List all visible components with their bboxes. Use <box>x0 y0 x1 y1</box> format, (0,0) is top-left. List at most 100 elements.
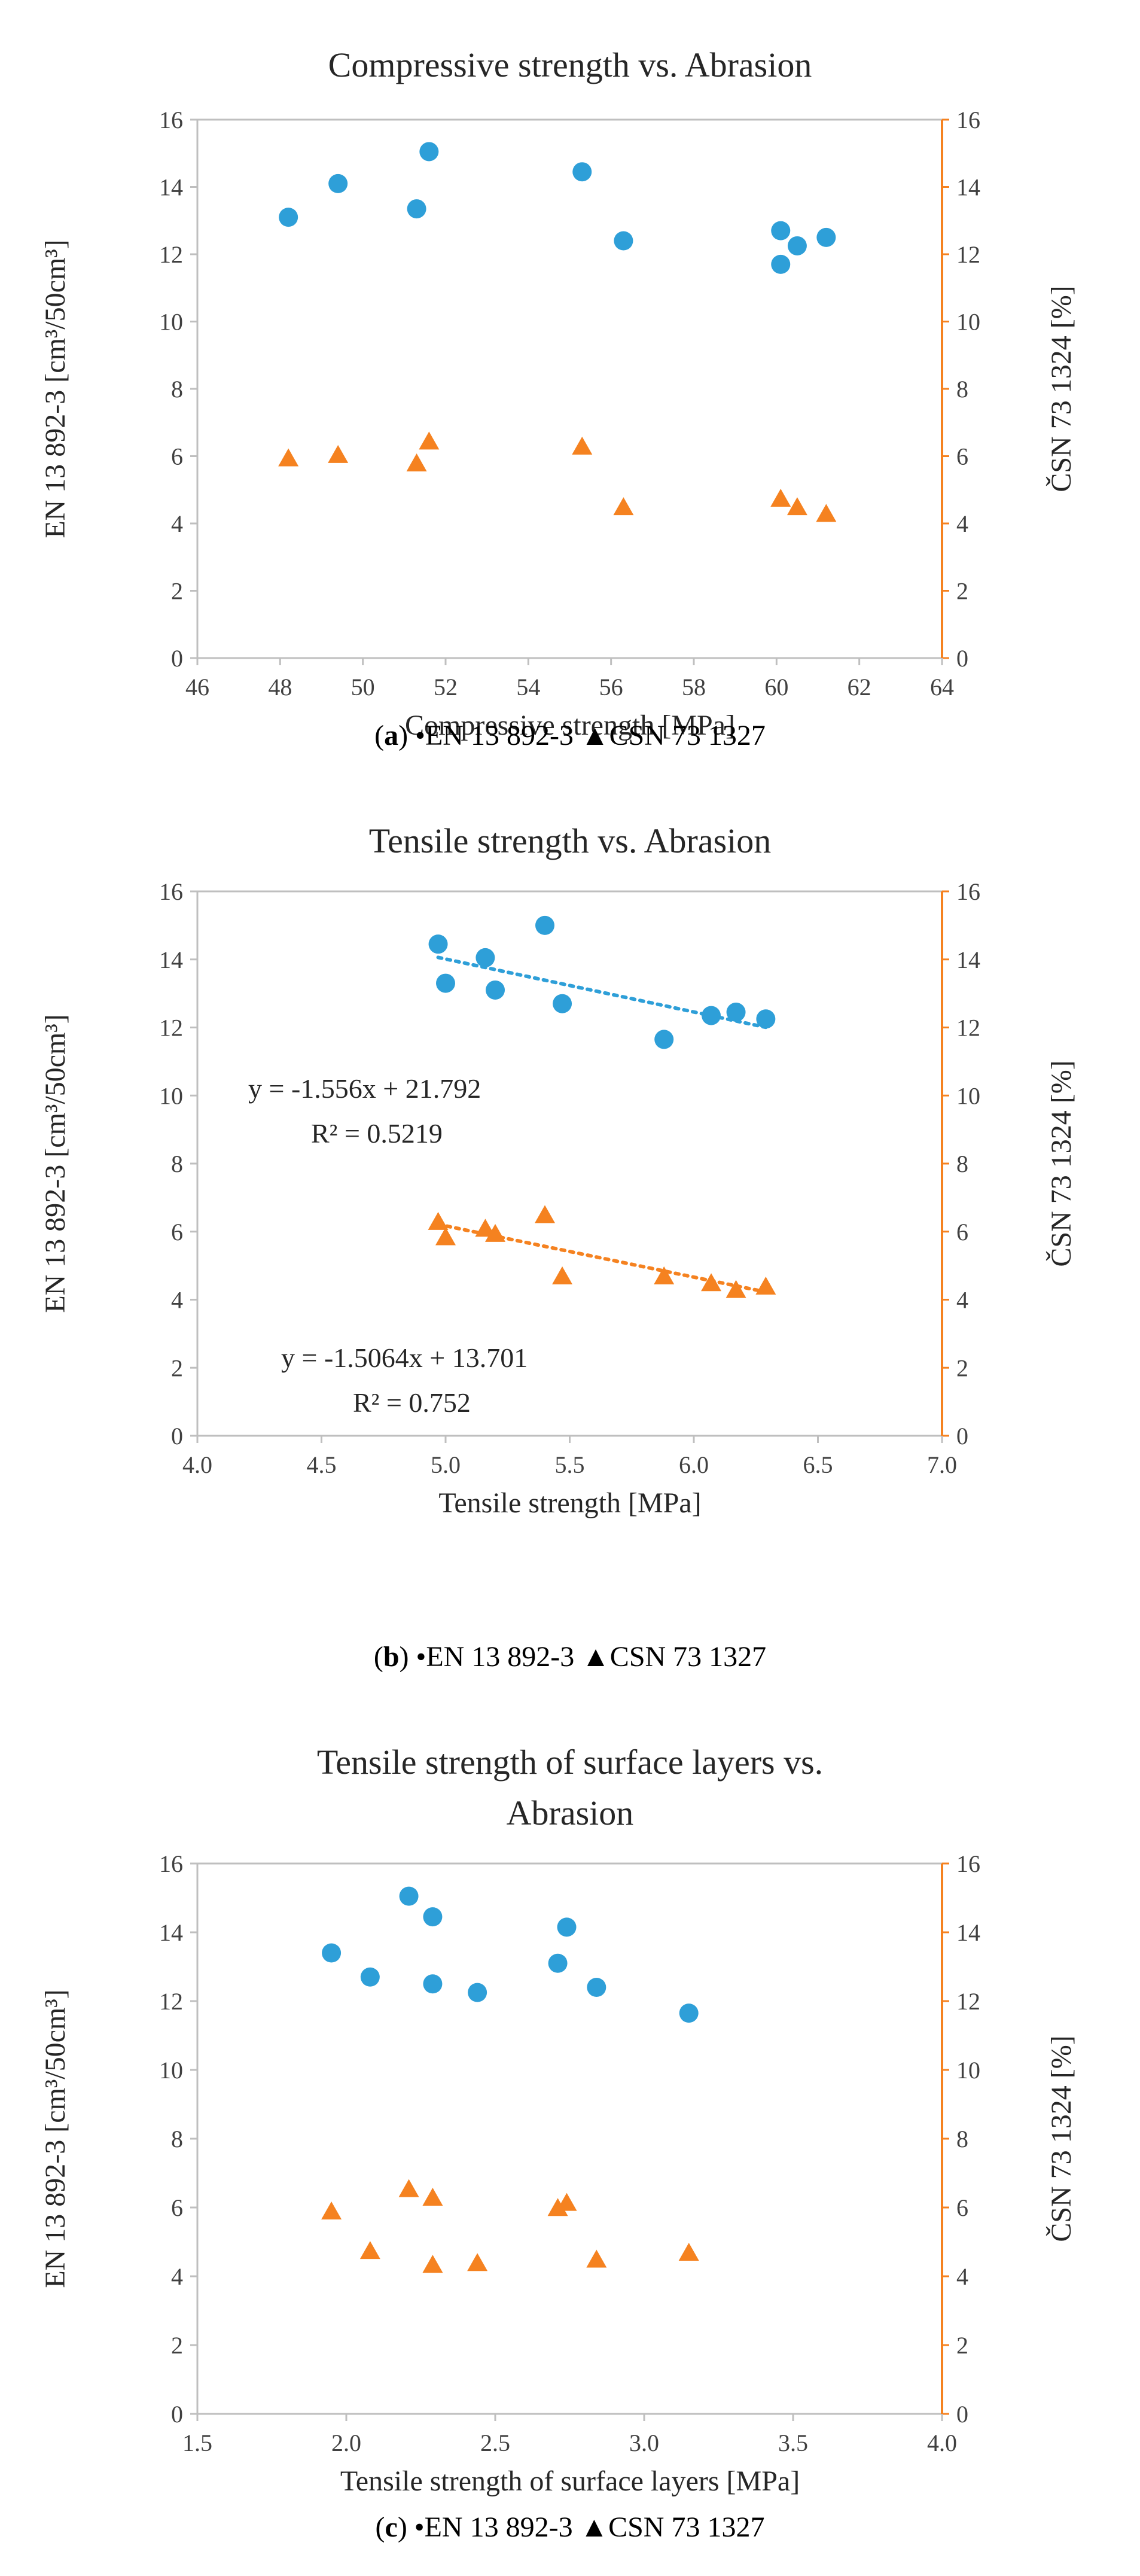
data-point-circle <box>756 1009 776 1029</box>
data-point-triangle <box>467 2253 488 2271</box>
left-tick-label: 16 <box>159 1850 183 1877</box>
left-tick-label: 12 <box>159 1988 183 2015</box>
data-point-circle <box>614 231 633 251</box>
data-point-triangle <box>485 1223 505 1242</box>
left-tick-label: 6 <box>171 1219 183 1246</box>
x-axis-label: Tensile strength of surface layers [MPa] <box>340 2465 800 2497</box>
data-point-triangle <box>398 2179 419 2197</box>
data-point-triangle <box>726 1280 746 1298</box>
y-axis-label-left: EN 13 892-3 [cm³/50cm³] <box>39 1989 71 2288</box>
chart-panel-c: Tensile strength of surface layers vs. Ab… <box>39 1743 1077 2543</box>
caption-close: ) <box>398 2511 407 2543</box>
chart-title: Abrasion <box>507 1794 634 1832</box>
x-tick-label: 46 <box>185 674 209 701</box>
data-point-circle <box>436 973 455 993</box>
x-tick-label: 2.0 <box>331 2429 361 2456</box>
left-tick-label: 4 <box>171 1287 183 1314</box>
caption-close: ) <box>398 720 408 751</box>
trendline-r-squared: R² = 0.752 <box>353 1387 471 1418</box>
right-tick-label: 8 <box>956 376 968 403</box>
data-point-circle <box>816 227 836 247</box>
data-point-circle <box>428 934 448 954</box>
data-point-circle <box>399 1886 419 1906</box>
x-tick-label: 4.5 <box>307 1451 337 1478</box>
data-point-circle <box>279 208 298 227</box>
chart-title: Compressive strength vs. Abrasion <box>328 45 812 84</box>
trendline-r-squared: R² = 0.5219 <box>311 1118 443 1149</box>
data-point-circle <box>702 1006 721 1025</box>
y-axis-label-right: ČSN 73 1324 [%] <box>1045 2035 1077 2242</box>
left-tick-label: 6 <box>171 443 183 470</box>
data-point-circle <box>486 980 505 1000</box>
left-tick-label: 10 <box>159 1082 183 1109</box>
left-tick-label: 14 <box>159 174 183 201</box>
right-tick-label: 16 <box>956 878 980 905</box>
data-point-circle <box>654 1030 674 1049</box>
left-tick-label: 0 <box>171 1423 183 1450</box>
left-tick-label: 12 <box>159 1015 183 1042</box>
data-point-circle <box>548 1953 568 1973</box>
left-tick-label: 14 <box>159 946 183 973</box>
data-point-circle <box>587 1978 606 1997</box>
x-tick-label: 60 <box>764 674 788 701</box>
x-tick-label: 4.0 <box>182 1451 212 1478</box>
left-tick-label: 8 <box>171 376 183 403</box>
data-point-triangle <box>419 431 440 450</box>
right-tick-label: 0 <box>956 2401 968 2428</box>
right-tick-label: 4 <box>956 1287 968 1314</box>
y-axis-label-right: ČSN 73 1324 [%] <box>1045 285 1077 492</box>
chart-title: Tensile strength of surface layers vs. <box>317 1743 823 1782</box>
left-tick-label: 2 <box>171 1354 183 1381</box>
chart-caption: (b) •EN 13 892-3 ▲CSN 73 1327 <box>374 1641 766 1673</box>
caption-series1: EN 13 892-3 <box>425 2511 573 2543</box>
left-tick-label: 10 <box>159 2057 183 2084</box>
left-tick-label: 0 <box>171 2401 183 2428</box>
right-tick-label: 12 <box>956 1015 980 1042</box>
data-point-circle <box>407 199 426 219</box>
data-point-triangle <box>586 2249 607 2268</box>
x-tick-label: 4.0 <box>927 2429 957 2456</box>
data-point-triangle <box>422 2255 443 2273</box>
left-tick-label: 2 <box>171 578 183 605</box>
x-tick-label: 5.0 <box>431 1451 461 1478</box>
right-tick-label: 6 <box>956 443 968 470</box>
caption-bullet: • <box>416 1641 426 1673</box>
data-point-triangle <box>278 448 299 467</box>
x-tick-label: 5.5 <box>555 1451 585 1478</box>
data-point-triangle <box>654 1266 675 1284</box>
caption-letter: a <box>384 720 398 751</box>
data-point-triangle <box>572 436 593 455</box>
right-tick-label: 10 <box>956 1082 980 1109</box>
right-tick-label: 10 <box>956 2057 980 2084</box>
data-point-triangle <box>535 1205 555 1223</box>
data-point-circle <box>535 915 554 935</box>
x-axis-label: Compressive strength [MPa] <box>405 710 735 741</box>
data-point-triangle <box>547 2198 568 2216</box>
data-point-triangle <box>475 1219 496 1237</box>
data-point-circle <box>572 162 592 182</box>
data-point-circle <box>423 1907 443 1927</box>
left-tick-label: 4 <box>171 510 183 537</box>
data-point-triangle <box>770 489 791 507</box>
left-tick-label: 10 <box>159 309 183 336</box>
left-tick-label: 14 <box>159 1919 183 1946</box>
data-point-circle <box>553 994 572 1013</box>
x-tick-label: 62 <box>848 674 871 701</box>
data-point-circle <box>787 236 807 255</box>
right-tick-label: 14 <box>956 1919 980 1946</box>
right-tick-label: 0 <box>956 645 968 672</box>
right-tick-label: 2 <box>956 578 968 605</box>
data-point-triangle <box>701 1273 722 1292</box>
right-tick-label: 14 <box>956 946 980 973</box>
right-tick-label: 12 <box>956 1988 980 2015</box>
x-tick-label: 52 <box>434 674 458 701</box>
x-axis-label: Tensile strength [MPa] <box>438 1487 701 1519</box>
x-tick-label: 2.5 <box>480 2429 510 2456</box>
right-tick-label: 6 <box>956 2194 968 2221</box>
x-tick-label: 50 <box>351 674 375 701</box>
x-tick-label: 1.5 <box>182 2429 212 2456</box>
data-point-triangle <box>556 2193 577 2211</box>
x-tick-label: 48 <box>268 674 292 701</box>
left-tick-label: 0 <box>171 645 183 672</box>
